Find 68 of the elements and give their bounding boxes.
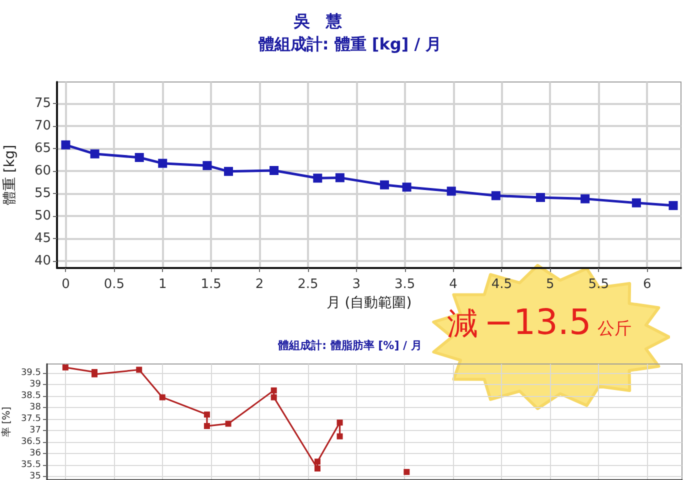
x-tick-label: 0 [62, 277, 70, 292]
y-axis-title: 率 [%] [0, 406, 12, 438]
point [158, 158, 168, 168]
y-tick-label: 45 [34, 230, 51, 246]
x-tick-label: 1.5 [200, 277, 222, 292]
point [313, 174, 322, 183]
y-tick-label: 38.5 [20, 391, 41, 402]
point [159, 394, 166, 400]
y-tick-label: 35 [30, 472, 41, 480]
x-tick-label: 3.5 [394, 277, 416, 292]
point [491, 191, 500, 200]
point [270, 387, 277, 394]
x-tick-label: 5.5 [588, 277, 609, 292]
x-axis-title: 月 (自動範圍) [326, 294, 412, 311]
point [204, 423, 210, 430]
y-tick-label: 75 [34, 96, 51, 112]
point [380, 180, 390, 190]
chart-title: 體組成計: 體脂肪率 [%] / 月 [277, 339, 422, 352]
point [134, 152, 144, 162]
point [270, 394, 277, 400]
x-tick-label: 2.5 [298, 277, 318, 292]
point [90, 149, 100, 158]
point [632, 198, 641, 208]
y-tick-label: 35.5 [20, 460, 41, 470]
x-tick-label: 4.5 [491, 277, 512, 292]
point [204, 412, 210, 418]
point [336, 420, 343, 426]
y-tick-label: 70 [34, 118, 51, 134]
x-tick-label: 5 [546, 277, 554, 292]
point [536, 192, 546, 202]
y-tick-label: 55 [34, 186, 51, 201]
x-tick-label: 3 [352, 277, 361, 292]
point [404, 468, 410, 475]
x-tick-label: 2 [255, 277, 264, 292]
y-tick-label: 40 [34, 253, 51, 268]
point [61, 140, 70, 150]
point [225, 420, 232, 427]
x-tick-label: 1 [158, 277, 167, 292]
chart-title: 吳 慧 [293, 12, 343, 30]
x-tick-label: 6 [642, 277, 652, 292]
y-tick-label: 37 [30, 426, 41, 436]
point [446, 186, 456, 196]
x-tick-label: 0.5 [104, 277, 125, 292]
text: 減 −13.5 公斤 [447, 303, 632, 343]
chart-subtitle: 體組成計: 體重 [kg] / 月 [258, 34, 442, 54]
point [270, 166, 279, 176]
point [314, 466, 320, 472]
y-tick-label: 36.5 [20, 437, 41, 448]
point [136, 366, 142, 373]
y-tick-label: 39 [30, 380, 42, 390]
y-tick-label: 39.5 [20, 368, 41, 378]
y-axis-title: 體重 [kg] [2, 144, 18, 206]
point [202, 161, 212, 170]
point [62, 364, 68, 370]
y-tick-label: 36 [30, 448, 42, 459]
point [668, 201, 678, 210]
point [402, 182, 412, 192]
point [336, 433, 343, 440]
x-tick-label: 4 [449, 277, 458, 292]
y-tick-label: 37.5 [20, 414, 41, 424]
y-tick-label: 65 [34, 140, 51, 156]
point [580, 194, 590, 204]
point [224, 166, 234, 176]
y-tick-label: 60 [34, 163, 51, 178]
y-tick-label: 50 [34, 208, 51, 224]
point [335, 173, 344, 182]
y-tick-label: 38 [30, 402, 42, 413]
point [314, 458, 320, 465]
